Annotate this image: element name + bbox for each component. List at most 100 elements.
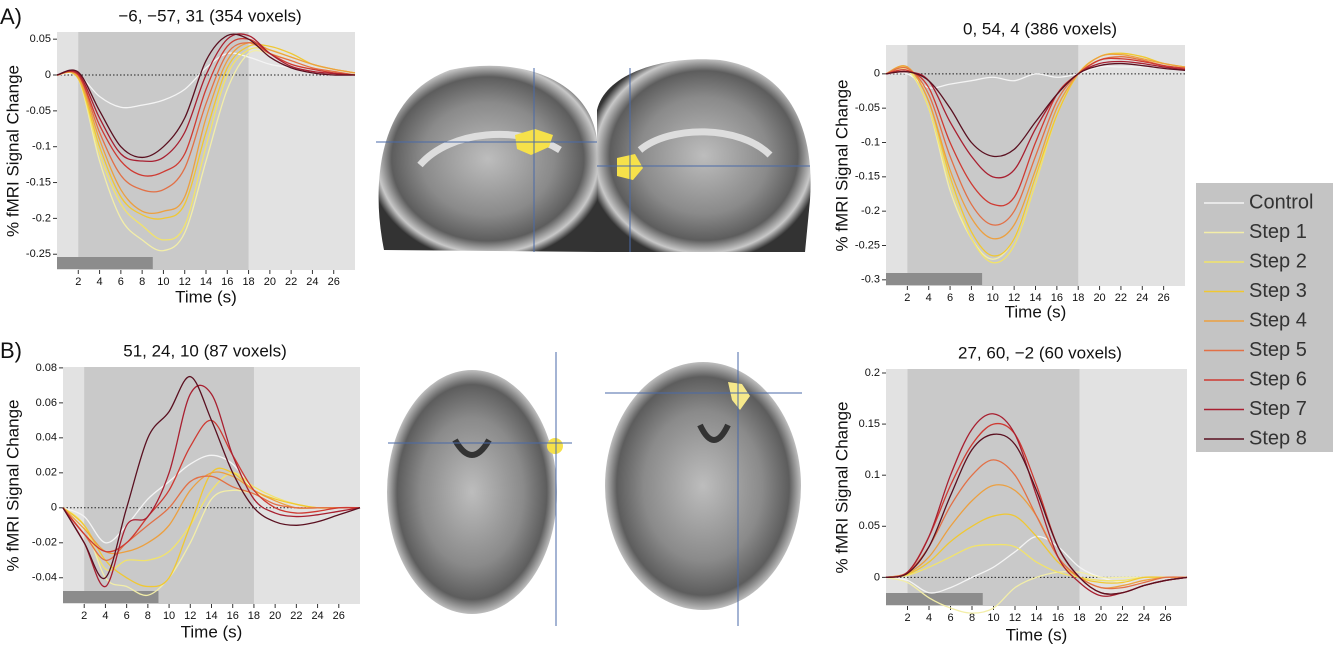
y-tick-label: -0.02 bbox=[32, 537, 57, 549]
y-tick-label: -0.05 bbox=[26, 105, 51, 117]
brain-sagittal bbox=[378, 65, 597, 252]
y-axis-label: % fMRI Signal Change bbox=[3, 65, 22, 237]
chart-title: 51, 24, 10 (87 voxels) bbox=[123, 341, 286, 360]
chart-title: −6, −57, 31 (354 voxels) bbox=[118, 6, 301, 25]
y-tick-label: -0.04 bbox=[32, 572, 57, 584]
stimulus-bar bbox=[63, 591, 159, 603]
x-tick-label: 20 bbox=[269, 610, 281, 622]
series-line bbox=[885, 433, 1188, 595]
x-tick-label: 4 bbox=[926, 292, 932, 304]
x-tick-label: 2 bbox=[81, 610, 87, 622]
x-tick-label: 18 bbox=[242, 276, 254, 288]
x-tick-label: 24 bbox=[306, 276, 318, 288]
legend-label: Step 8 bbox=[1249, 427, 1307, 449]
y-tick-label: -0.3 bbox=[861, 274, 880, 286]
x-tick-label: 16 bbox=[1051, 292, 1063, 304]
y-tick-label: 0 bbox=[874, 68, 880, 80]
x-tick-label: 12 bbox=[184, 610, 196, 622]
x-tick-label: 2 bbox=[904, 292, 910, 304]
y-tick-label: 0.04 bbox=[36, 432, 57, 444]
x-tick-label: 22 bbox=[1116, 612, 1128, 624]
y-tick-label: 0.08 bbox=[36, 362, 57, 374]
task-period bbox=[907, 45, 1079, 286]
y-axis-label: % fMRI Signal Change bbox=[3, 400, 22, 572]
legend-label: Step 1 bbox=[1249, 221, 1307, 243]
x-tick-label: 4 bbox=[102, 610, 108, 622]
y-axis-label: % fMRI Signal Change bbox=[832, 80, 851, 252]
y-tick-label: 0.05 bbox=[30, 33, 51, 45]
y-tick-label: 0.15 bbox=[859, 418, 880, 430]
x-tick-label: 14 bbox=[205, 610, 217, 622]
legend-label: Step 3 bbox=[1249, 280, 1307, 302]
x-tick-label: 12 bbox=[1008, 292, 1020, 304]
series-line bbox=[885, 62, 1186, 158]
series-line bbox=[885, 459, 1188, 590]
y-tick-label: 0.1 bbox=[865, 469, 880, 481]
y-tick-label: -0.25 bbox=[855, 239, 880, 251]
y-tick-label: -0.1 bbox=[32, 141, 51, 153]
x-tick-label: 18 bbox=[1072, 292, 1084, 304]
x-tick-label: 8 bbox=[968, 292, 974, 304]
x-tick-label: 10 bbox=[163, 610, 175, 622]
x-tick-label: 8 bbox=[139, 276, 145, 288]
x-axis-label: Time (s) bbox=[1006, 625, 1068, 644]
panel-label: A) bbox=[0, 4, 22, 29]
x-tick-label: 18 bbox=[248, 610, 260, 622]
x-tick-label: 16 bbox=[221, 276, 233, 288]
legend-label: Step 7 bbox=[1249, 398, 1307, 420]
y-axis-label: % fMRI Signal Change bbox=[832, 402, 851, 574]
series-line bbox=[885, 570, 1187, 614]
x-tick-label: 8 bbox=[969, 612, 975, 624]
x-tick-label: 14 bbox=[1029, 292, 1041, 304]
y-tick-label: 0 bbox=[45, 69, 51, 81]
y-tick-label: -0.15 bbox=[26, 176, 51, 188]
x-tick-label: 10 bbox=[157, 276, 169, 288]
x-tick-label: 26 bbox=[1158, 292, 1170, 304]
y-tick-label: -0.15 bbox=[855, 171, 880, 183]
stimulus-bar bbox=[886, 593, 983, 605]
chart-title: 27, 60, −2 (60 voxels) bbox=[958, 343, 1122, 362]
stimulus-bar bbox=[57, 257, 153, 269]
series-line bbox=[885, 513, 1187, 584]
series-line bbox=[885, 53, 1186, 240]
x-axis-label: Time (s) bbox=[1005, 302, 1067, 321]
x-tick-label: 16 bbox=[227, 610, 239, 622]
legend-label: Step 2 bbox=[1249, 250, 1307, 272]
y-tick-label: 0 bbox=[51, 502, 57, 514]
x-tick-label: 16 bbox=[1052, 612, 1064, 624]
activation-blob bbox=[547, 438, 563, 454]
x-tick-label: 10 bbox=[987, 292, 999, 304]
y-tick-label: -0.25 bbox=[26, 248, 51, 260]
y-tick-label: 0.06 bbox=[36, 397, 57, 409]
series-line bbox=[56, 37, 356, 177]
legend-box bbox=[1196, 183, 1333, 452]
y-tick-label: 0.2 bbox=[865, 367, 880, 379]
task-period bbox=[78, 32, 249, 270]
x-tick-label: 14 bbox=[1030, 612, 1042, 624]
series-line bbox=[56, 42, 356, 193]
x-tick-label: 6 bbox=[947, 292, 953, 304]
x-tick-label: 20 bbox=[1095, 612, 1107, 624]
x-tick-label: 12 bbox=[179, 276, 191, 288]
x-tick-label: 6 bbox=[118, 276, 124, 288]
y-tick-label: 0 bbox=[874, 571, 880, 583]
x-tick-label: 20 bbox=[1093, 292, 1105, 304]
activation-blob bbox=[728, 382, 750, 410]
x-tick-label: 26 bbox=[333, 610, 345, 622]
x-tick-label: 4 bbox=[97, 276, 103, 288]
x-tick-label: 18 bbox=[1073, 612, 1085, 624]
series-line bbox=[885, 60, 1186, 179]
x-tick-label: 22 bbox=[285, 276, 297, 288]
x-tick-label: 2 bbox=[75, 276, 81, 288]
x-tick-label: 24 bbox=[1136, 292, 1148, 304]
panel-label: B) bbox=[0, 338, 22, 363]
legend-label: Step 5 bbox=[1249, 339, 1307, 361]
series-line bbox=[56, 33, 356, 159]
series-line bbox=[62, 375, 361, 580]
x-tick-label: 12 bbox=[1009, 612, 1021, 624]
x-tick-label: 24 bbox=[311, 610, 323, 622]
task-period bbox=[84, 367, 254, 604]
x-tick-label: 6 bbox=[947, 612, 953, 624]
chart-title: 0, 54, 4 (386 voxels) bbox=[963, 19, 1117, 38]
